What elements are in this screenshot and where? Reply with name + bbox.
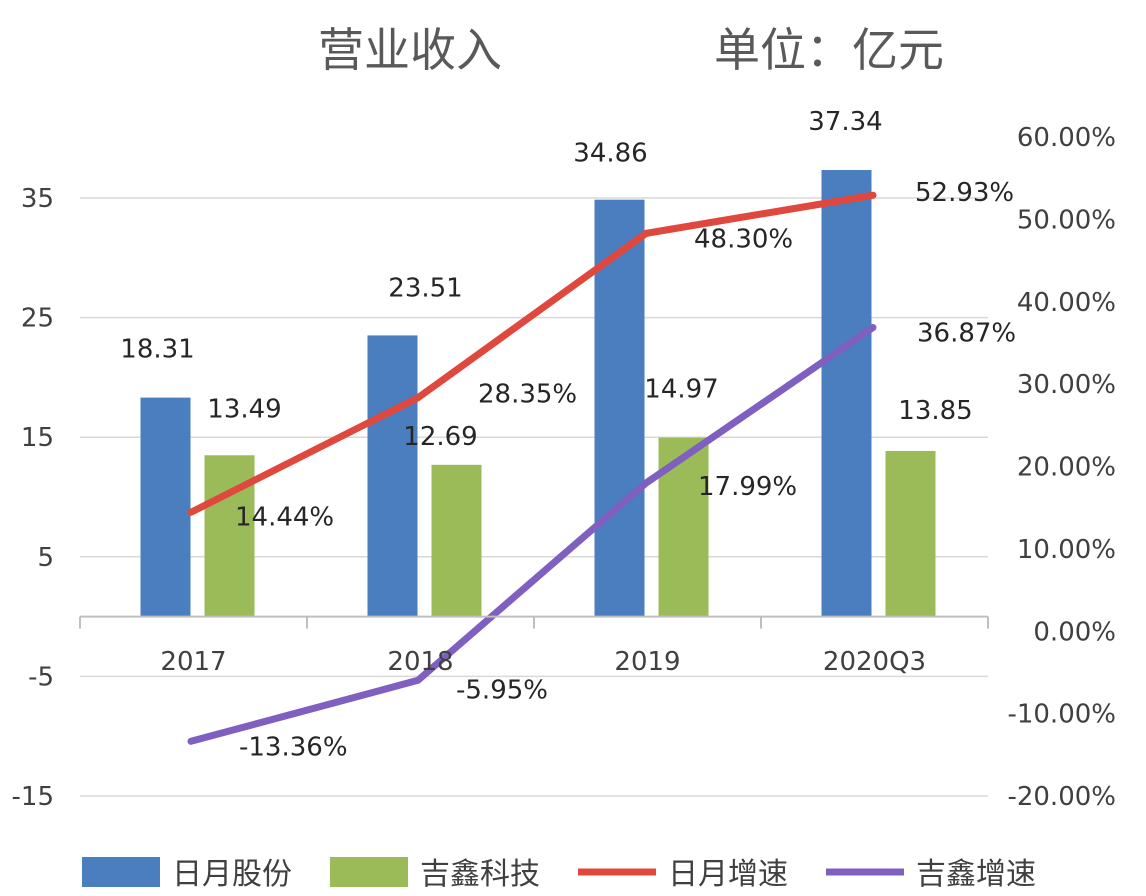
bar [431,464,482,617]
line-data-label: 17.99% [698,472,797,502]
legend-label: 吉鑫科技 [420,857,540,892]
right-axis-tick: -20.00% [1007,782,1116,812]
bar [367,335,418,617]
bar-data-label: 14.97 [644,375,718,405]
line-data-label: 36.87% [917,319,1016,349]
bar [204,455,255,617]
line-series [187,191,877,745]
bar [658,437,709,617]
legend-swatch [82,857,160,887]
legend-label: 日月增速 [668,857,788,892]
left-axis-tick: 15 [21,423,54,453]
bar [140,397,191,617]
bar [594,199,645,617]
chart-title: 营业收入 [318,23,502,77]
right-axis-tick: 50.00% [1017,205,1116,235]
category-label: 2018 [387,647,453,677]
left-axis-tick: 25 [21,304,54,334]
bar [885,450,936,617]
right-axis-tick: 40.00% [1017,288,1116,318]
chart-unit: 单位：亿元 [714,23,944,77]
legend: 日月股份 吉鑫科技 日月增速 吉鑫增速 [82,857,1036,892]
right-axis-tick: 10.00% [1017,535,1116,565]
line-data-label: 14.44% [235,502,334,532]
line-data-label: 52.93% [915,178,1014,208]
bar-series [140,170,936,617]
right-axis-tick: 0.00% [1033,617,1116,647]
right-axis-tick: -10.00% [1007,700,1116,730]
line-data-label: -5.95% [456,675,548,705]
left-axis-tick: 5 [37,543,54,573]
legend-swatch [330,857,408,887]
bar-data-label: 23.51 [388,273,462,303]
bar [821,170,872,617]
data-labels: 18.31 23.51 34.86 37.34 13.49 12.69 14.97 13.85… [120,107,1016,762]
category-label: 2017 [160,647,226,677]
axes: 35 25 15 5 -5 -15 60.00% 50.00% 40.00% 30.00% 20.0… [12,123,1116,812]
legend-label: 吉鑫增速 [916,857,1036,892]
category-label: 2019 [614,647,680,677]
category-label: 2020Q3 [823,647,926,677]
line-data-label: 28.35% [478,380,577,410]
series-line [187,191,877,516]
right-axis-tick: 60.00% [1017,123,1116,153]
bar-data-label: 34.86 [573,139,647,169]
line-data-label: 48.30% [694,224,793,254]
bar-data-label: 37.34 [808,107,882,137]
left-axis-tick: -5 [28,662,54,692]
right-axis-tick: 30.00% [1017,370,1116,400]
bar-data-label: 13.49 [207,394,281,424]
left-axis-tick: 35 [21,184,54,214]
left-axis-tick: -15 [12,782,54,812]
right-axis-tick: 20.00% [1017,453,1116,483]
series-line [187,324,877,745]
bar-data-label: 13.85 [898,396,972,426]
line-data-label: -13.36% [239,732,348,762]
bar-data-label: 12.69 [403,422,477,452]
legend-label: 日月股份 [172,857,292,892]
bar-data-label: 18.31 [120,335,194,365]
